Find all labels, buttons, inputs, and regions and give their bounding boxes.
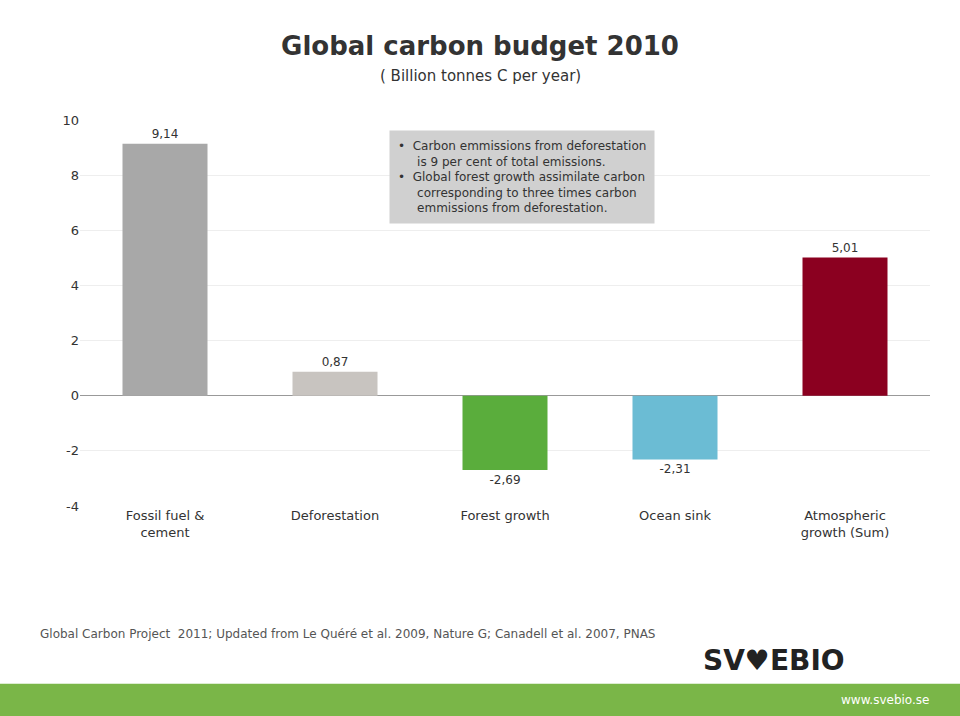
svg-text:( Billion tonnes C per year): ( Billion tonnes C per year): [380, 67, 581, 85]
svg-text:-4: -4: [66, 499, 79, 514]
svg-text:Atmosphericgrowth (Sum): Atmosphericgrowth (Sum): [801, 508, 890, 540]
svg-text:5,01: 5,01: [832, 241, 859, 255]
svg-text:www.svebio.se: www.svebio.se: [841, 693, 929, 707]
svg-text:10: 10: [62, 113, 79, 128]
svg-text:Deforestation: Deforestation: [291, 508, 379, 523]
svg-text:-2,69: -2,69: [489, 473, 520, 487]
svg-text:-2: -2: [66, 443, 79, 458]
svg-text:Fossil fuel &cement: Fossil fuel &cement: [126, 508, 205, 540]
svg-text:Global carbon budget 2010: Global carbon budget 2010: [281, 31, 679, 61]
svg-text:• Carbon emmissions from defo: • Carbon emmissions from deforestation i…: [398, 139, 646, 215]
svg-text:9,14: 9,14: [152, 127, 179, 141]
svg-text:6: 6: [71, 223, 79, 238]
svg-text:Ocean sink: Ocean sink: [639, 508, 711, 523]
svg-text:4: 4: [71, 278, 79, 293]
svg-text:0: 0: [71, 388, 79, 403]
svg-text:Global Carbon Project 2011; U: Global Carbon Project 2011; Updated from…: [40, 627, 655, 641]
svg-text:SV♥EBIO: SV♥EBIO: [703, 644, 845, 677]
svg-text:Forest growth: Forest growth: [460, 508, 549, 523]
svg-text:8: 8: [71, 168, 79, 183]
svg-text:2: 2: [71, 333, 79, 348]
svg-text:-2,31: -2,31: [659, 462, 690, 476]
svg-text:0,87: 0,87: [322, 355, 349, 369]
